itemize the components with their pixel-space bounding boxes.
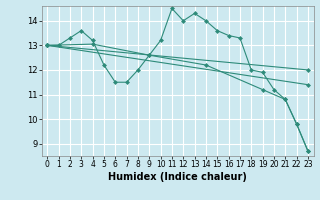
X-axis label: Humidex (Indice chaleur): Humidex (Indice chaleur) [108,172,247,182]
